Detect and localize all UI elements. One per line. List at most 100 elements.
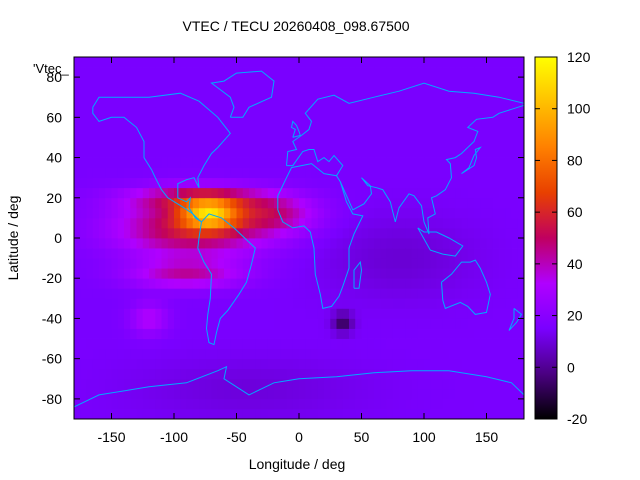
heatmap-cell [374, 248, 381, 259]
heatmap-cell [511, 398, 519, 410]
heatmap-cell [474, 117, 481, 128]
heatmap-cell [192, 147, 200, 158]
heatmap-cell [386, 137, 394, 148]
heatmap-cell [380, 137, 387, 148]
heatmap-cell [430, 258, 437, 269]
heatmap-cell [74, 308, 81, 319]
heatmap-cell [311, 167, 319, 179]
heatmap-cell [299, 127, 306, 138]
heatmap-cell [492, 187, 500, 199]
heatmap-cell [336, 328, 344, 339]
heatmap-cell [474, 318, 481, 329]
heatmap-cell [136, 87, 144, 98]
heatmap-cell [249, 207, 256, 219]
heatmap-cell [424, 227, 431, 239]
heatmap-cell [355, 328, 362, 339]
heatmap-cell [374, 137, 381, 148]
heatmap-cell [492, 288, 500, 299]
heatmap-cell [405, 117, 412, 128]
heatmap-cell [299, 117, 306, 128]
heatmap-cell [249, 77, 256, 88]
heatmap-cell [517, 87, 525, 98]
heatmap-cell [361, 258, 369, 269]
heatmap-cell [467, 298, 475, 309]
heatmap-cell [374, 107, 381, 118]
heatmap-cell [449, 278, 456, 289]
heatmap-cell [255, 368, 262, 380]
heatmap-cell [80, 398, 87, 410]
heatmap-cell [505, 358, 512, 370]
x-tick-label: 150 [475, 429, 499, 445]
heatmap-cell [511, 358, 519, 370]
heatmap-cell [355, 207, 362, 219]
heatmap-cell [92, 77, 100, 88]
heatmap-cell [336, 137, 344, 148]
heatmap-cell [186, 388, 194, 400]
heatmap-cell [336, 378, 344, 390]
heatmap-cell [461, 248, 469, 259]
heatmap-cell [286, 278, 294, 289]
heatmap-cell [324, 147, 331, 158]
heatmap-cell [124, 368, 131, 380]
heatmap-cell [286, 117, 294, 128]
heatmap-cell [86, 258, 94, 269]
heatmap-cell [424, 378, 431, 390]
heatmap-cell [511, 77, 519, 88]
heatmap-cell [80, 328, 87, 339]
heatmap-cell [217, 358, 225, 370]
heatmap-cell [424, 258, 431, 269]
heatmap-cell [236, 398, 244, 410]
heatmap-cell [249, 227, 256, 239]
heatmap-cell [349, 258, 356, 269]
heatmap-cell [280, 107, 287, 118]
heatmap-cell [480, 227, 487, 239]
heatmap-cell [186, 408, 194, 420]
heatmap-cell [511, 238, 519, 249]
heatmap-cell [492, 318, 500, 329]
heatmap-cell [74, 157, 81, 169]
heatmap-cell [374, 288, 381, 299]
heatmap-cell [111, 368, 119, 380]
heatmap-cell [492, 57, 500, 68]
heatmap-cell [217, 77, 225, 88]
heatmap-cell [155, 177, 162, 189]
heatmap-cell [167, 248, 175, 259]
heatmap-cell [342, 398, 350, 410]
heatmap-cell [205, 248, 212, 259]
heatmap-cell [130, 137, 137, 148]
heatmap-cell [424, 107, 431, 118]
heatmap-cell [205, 217, 212, 229]
heatmap-cell [167, 177, 175, 189]
heatmap-cell [124, 77, 131, 88]
heatmap-cell [230, 248, 237, 259]
heatmap-cell [130, 318, 137, 329]
heatmap-cell [136, 288, 144, 299]
heatmap-cell [186, 398, 194, 410]
heatmap-cell [474, 408, 481, 420]
heatmap-cell [330, 147, 337, 158]
heatmap-cell [186, 298, 194, 309]
heatmap-cell [424, 207, 431, 219]
heatmap-cell [217, 248, 225, 259]
heatmap-cell [330, 167, 337, 179]
heatmap-cell [267, 268, 275, 279]
heatmap-cell [480, 238, 487, 249]
heatmap-cell [405, 107, 412, 118]
heatmap-cell [92, 368, 100, 380]
heatmap-cell [517, 408, 525, 420]
heatmap-cell [192, 197, 200, 209]
heatmap-cell [274, 248, 281, 259]
heatmap-cell [417, 67, 425, 78]
heatmap-cell [180, 57, 187, 68]
heatmap-cell [499, 207, 506, 219]
heatmap-cell [499, 388, 506, 400]
heatmap-cell [292, 197, 300, 209]
heatmap-cell [449, 177, 456, 189]
heatmap-cell [505, 167, 512, 179]
heatmap-cell [217, 308, 225, 319]
heatmap-cell [455, 378, 462, 390]
heatmap-cell [167, 127, 175, 138]
heatmap-cell [130, 408, 137, 420]
heatmap-cell [186, 97, 194, 108]
